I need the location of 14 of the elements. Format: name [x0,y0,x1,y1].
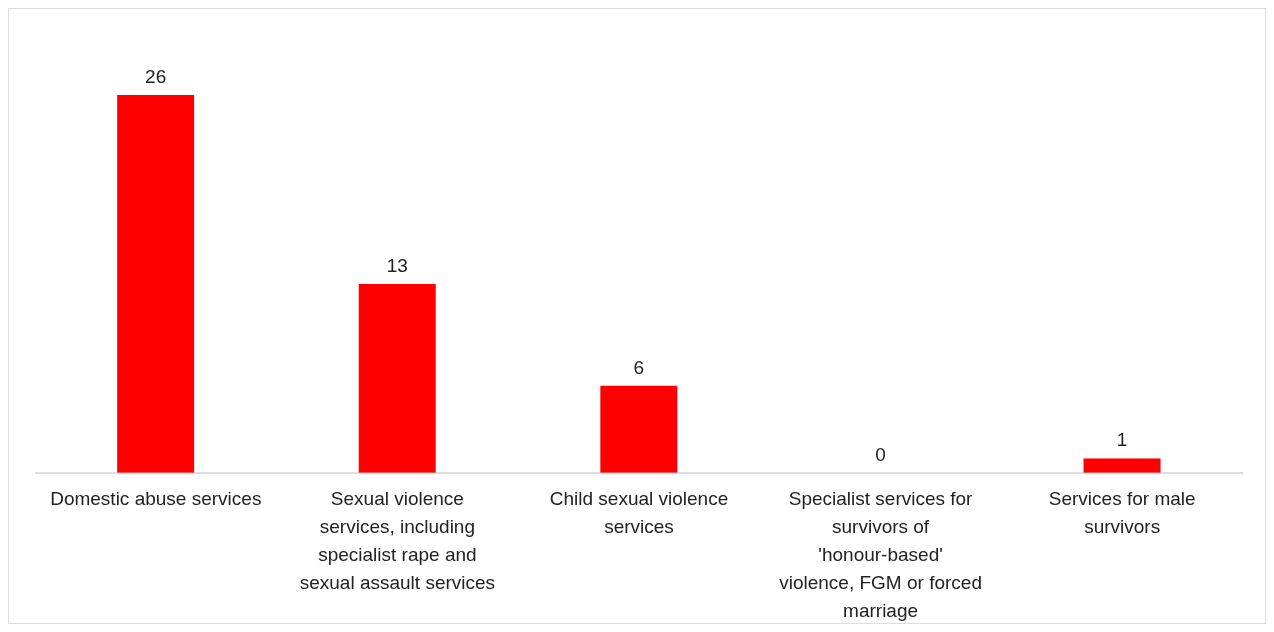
x-tick-label: Child sexual violence services [549,488,729,537]
x-tick-label: Sexual violence services, including specialist rape and sexual assault services [299,488,496,593]
bar [358,284,436,473]
data-label: 6 [633,356,645,378]
x-tick-label: Services for male survivors [1048,488,1196,537]
data-label: 26 [145,66,167,87]
data-label: 1 [1116,429,1128,451]
bar [1083,458,1161,473]
data-label: 13 [386,255,408,276]
bar [600,385,678,473]
data-label: 0 [875,444,886,465]
x-tick-label: Specialist services for survivors of 'honour-based' violence, FGM or forced marriage [779,488,982,621]
x-tick-label: Domestic abuse services [50,488,262,509]
bar [117,95,195,473]
